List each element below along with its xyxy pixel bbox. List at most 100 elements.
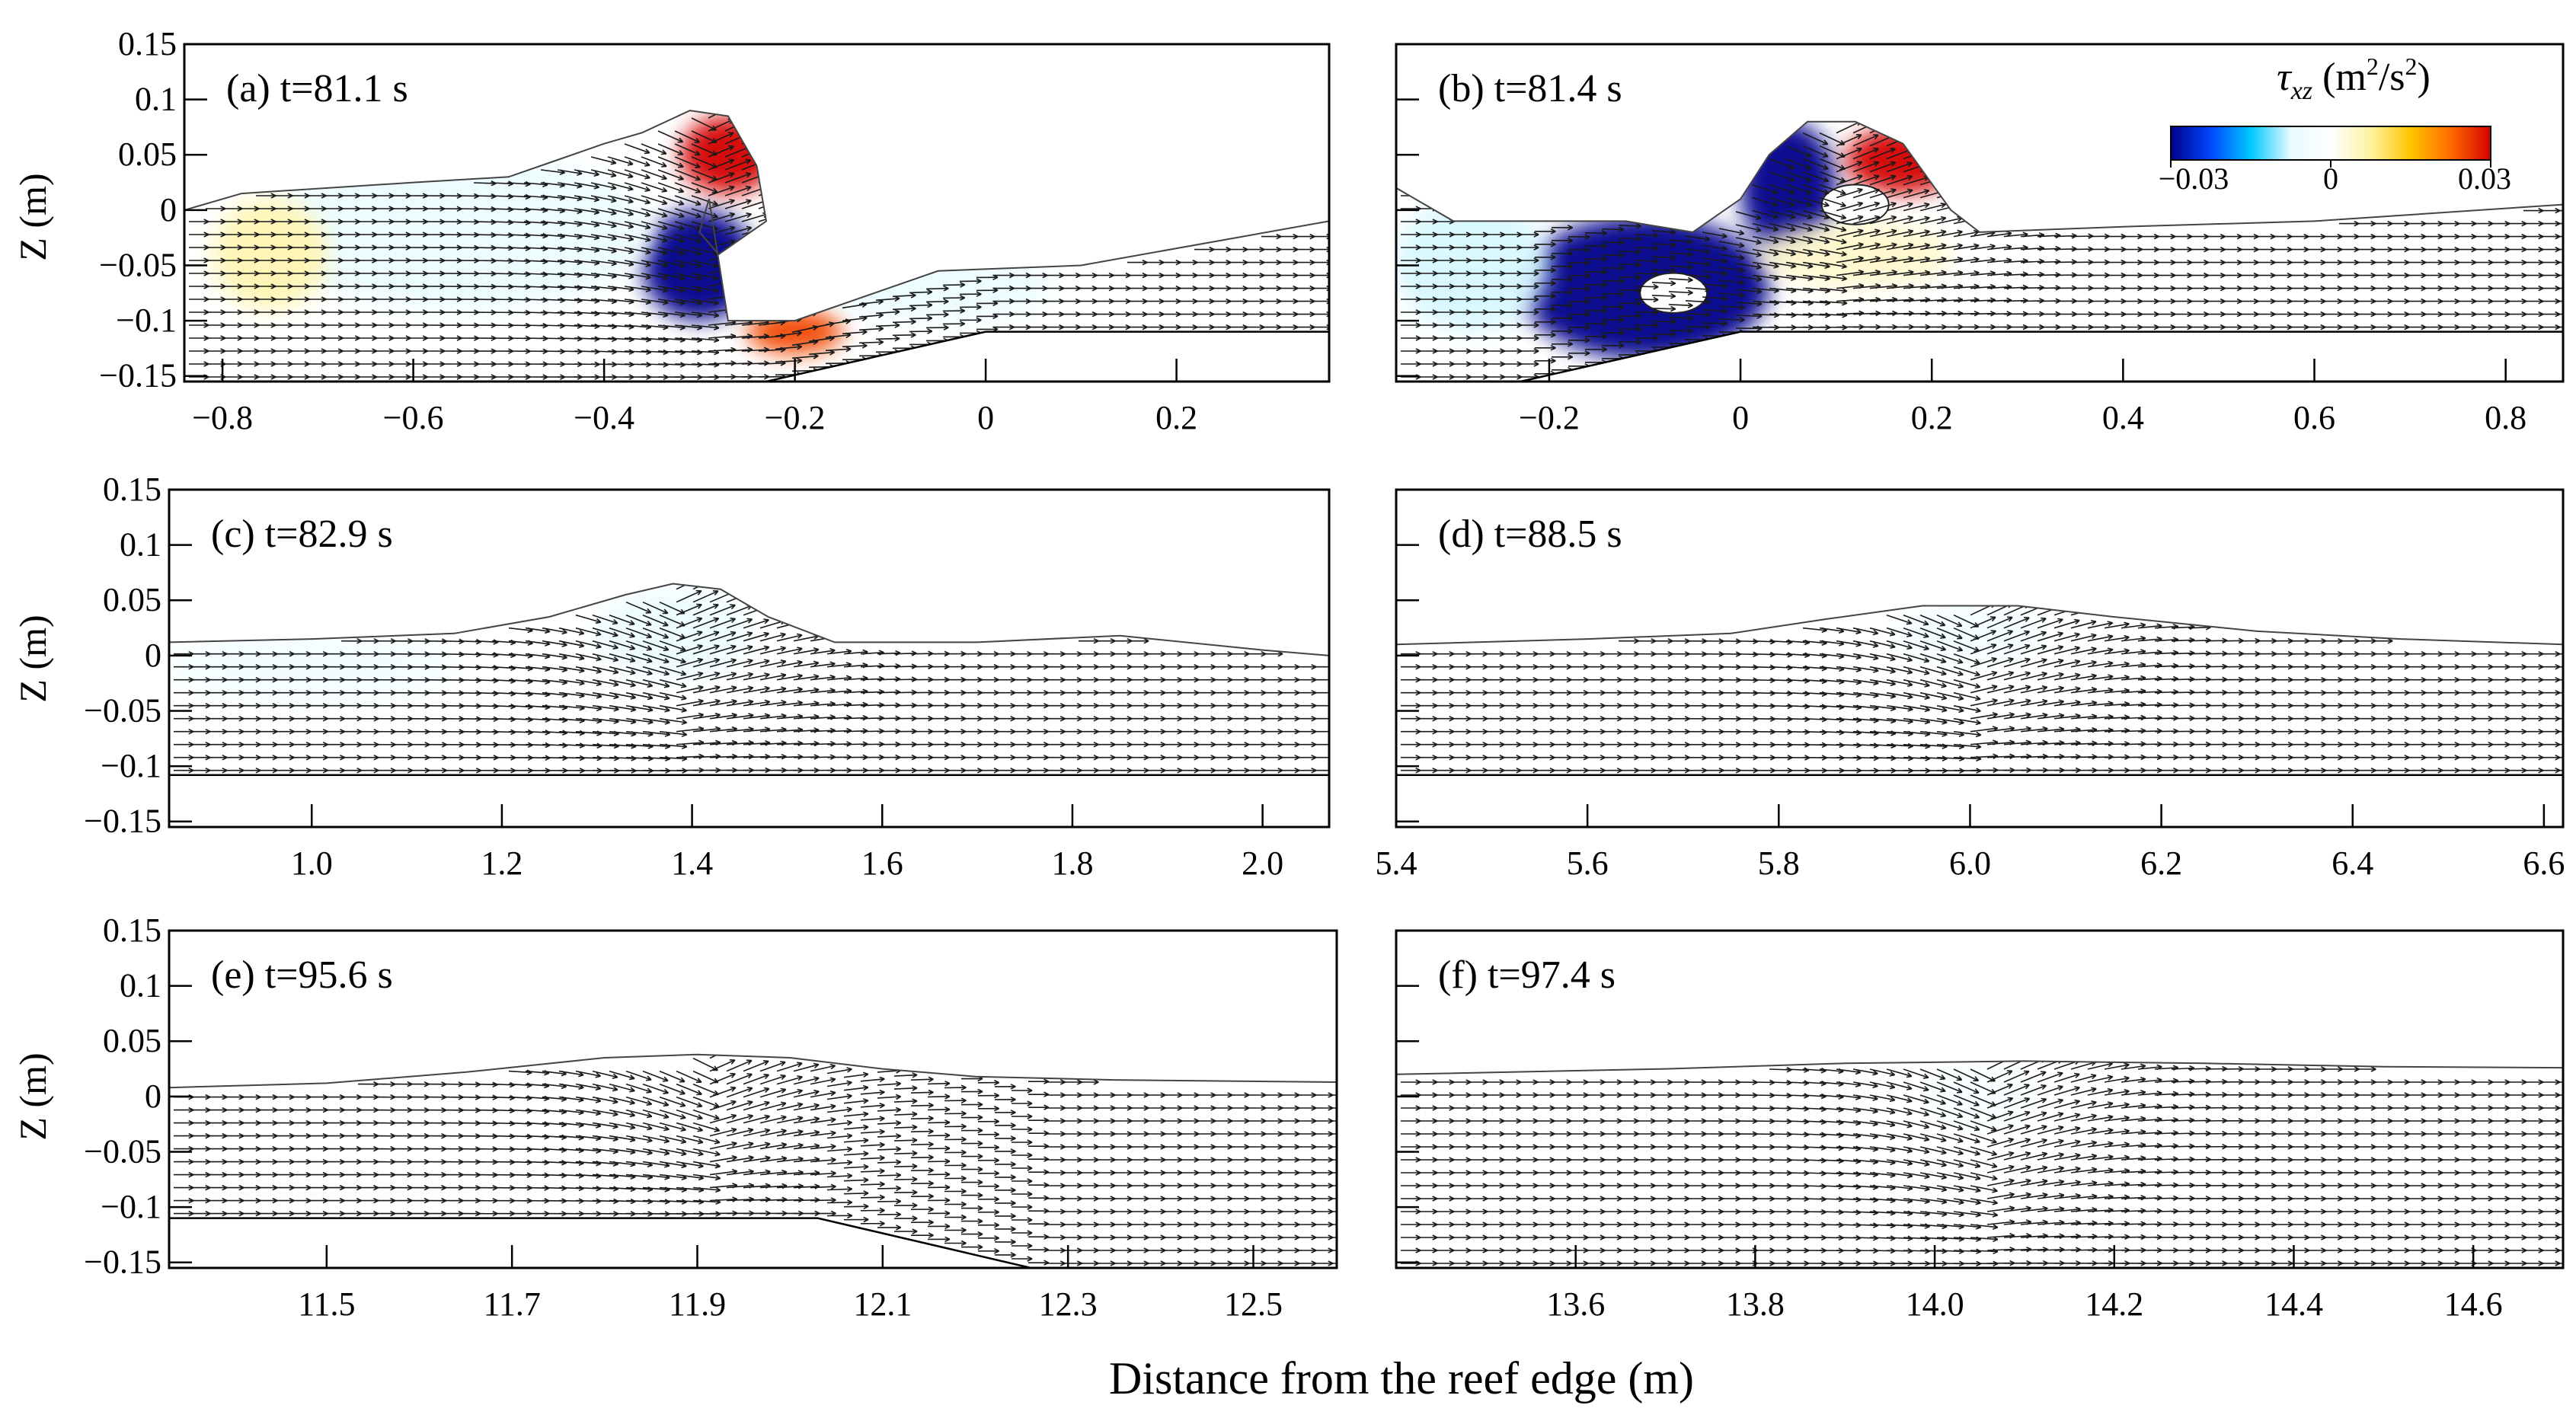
panel-f-frame [1395,929,2565,1269]
panel-f-free-surface [1396,1060,2563,1075]
panel-d-xtick-label-2: 5.8 [1758,845,1800,882]
panel-f-plot-area [1396,1060,2563,1268]
panel-e-ytick-label-1: 0.1 [120,967,161,1004]
panel-f-xtick-label-2: 14.0 [1906,1285,1964,1323]
panel-a-reef-bed [184,331,1329,382]
panel-b-velocity-field [1401,121,2563,380]
panel-c-xtick-label-4: 1.8 [1051,845,1093,882]
colorbar-units-suffix: ) [2418,56,2431,99]
panel-c-ytick-label-2: 0.05 [103,581,161,618]
panel-b-stress-region-3 [1396,199,1549,332]
panel-d-xtick-label-6: 6.6 [2523,845,2565,882]
panel-e-ytick-label-3: 0 [145,1078,161,1115]
panel-e-ytick-label-6: −0.15 [84,1244,161,1281]
panel-d-label: (d) t=88.5 s [1438,513,1622,556]
panel-d-free-surface [1396,605,2563,646]
panel-c-plot-area [169,583,1329,776]
panel-a-ytick-label-6: −0.15 [99,357,177,394]
panel-a-stress-region-3 [270,155,652,310]
panel-a-xtick-label-4: 0 [977,399,994,436]
panel-b-reef-bed [1396,331,2563,382]
ylabel-panel-a: Z (m) [11,173,54,260]
panel-e-plot-area [169,1053,1337,1268]
panel-c: 0.15 0.1 0.05 0 −0.05 −0.1 −0.15 1.0 1.2 1.4 1.6 1.… [84,471,1331,882]
panel-e-xtick-label-3: 12.1 [853,1285,912,1323]
panel-f: 13.6 13.8 14.0 14.2 14.4 14.6 (f) t=97.4 s [1395,929,2565,1323]
panel-b-xtick-label-1: 0 [1732,399,1749,436]
ylabel-panel-e: Z (m) [11,1052,54,1140]
panel-e-velocity-field [174,1054,1337,1266]
panel-a: 0.15 0.1 0.05 0 −0.05 −0.1 −0.15 −0.8 −0.6 −0.4 −0… [99,25,1331,436]
panel-a-plot-area [184,110,1329,382]
panel-d: 5.4 5.6 5.8 6.0 6.2 6.4 6.6 (d) t=88.5 s [1376,488,2565,882]
panel-d-xtick-label-5: 6.4 [2332,845,2373,882]
panels-group: 0.15 0.1 0.05 0 −0.05 −0.1 −0.15 −0.8 −0.6 −0.4 −0… [84,25,2565,1323]
panel-e-frame [168,929,1338,1269]
panel-c-ytick-label-0: 0.15 [103,471,161,508]
panel-f-xtick-label-1: 13.8 [1726,1285,1785,1323]
panel-e-xtick-label-2: 11.9 [669,1285,726,1323]
colorbar-units-exp2: 2 [2405,53,2418,80]
panel-b: −0.2 0 0.2 0.4 0.6 0.8 (b) t=81.4 s [1395,43,2565,436]
panel-c-frame [168,488,1331,829]
panel-a-xtick-label-2: −0.4 [574,399,634,436]
colorbar-tick-label-zero: 0 [2323,161,2338,196]
panel-c-xtick-label-1: 1.2 [481,845,523,882]
panel-d-xtick-label-4: 6.2 [2140,845,2182,882]
panel-e-ytick-label-2: 0.05 [103,1022,161,1059]
panel-a-free-surface [184,110,1329,322]
panel-e-ytick-label-4: −0.05 [84,1132,161,1170]
colorbar: τxz (m2/s2) −0.03 0 0.03 [2159,53,2511,196]
panel-a-ytick-label-4: −0.05 [99,246,177,283]
colorbar-subscript: xz [2290,77,2312,105]
panel-d-frame [1395,488,2565,829]
panel-b-stress-region-2 [1846,126,1961,194]
panel-a-ytick-label-0: 0.15 [118,25,177,62]
panel-d-water [1396,605,2563,775]
colorbar-tick-label-max: 0.03 [2458,161,2511,196]
panel-c-ytick-label-4: −0.05 [84,691,161,729]
panel-b-label: (b) t=81.4 s [1438,67,1622,110]
panel-f-water-fill [1396,1061,2563,1268]
panel-d-xtick-label-1: 5.6 [1567,845,1609,882]
panel-a-ytick-label-2: 0.05 [118,136,177,173]
panel-e: 0.15 0.1 0.05 0 −0.05 −0.1 −0.15 11.5 11.7 11.9 12… [84,912,1338,1323]
colorbar-units-prefix: (m [2312,56,2367,99]
panel-b-xtick-label-5: 0.8 [2485,399,2526,436]
panel-f-velocity-field [1401,1061,2563,1267]
colorbar-title: τxz (m2/s2) [2277,53,2431,105]
panel-e-xtick-label-0: 11.5 [298,1285,355,1323]
panel-b-xtick-label-4: 0.6 [2293,399,2335,436]
panel-a-label: (a) t=81.1 s [226,67,408,110]
panel-a-ytick-label-1: 0.1 [135,81,177,118]
panel-e-label: (e) t=95.6 s [211,953,393,997]
colorbar-units-exp: 2 [2367,53,2379,80]
panel-c-ytick-label-1: 0.1 [120,526,161,564]
panel-a-frame [183,43,1331,383]
panel-f-xtick-label-3: 14.2 [2085,1285,2143,1323]
panel-e-water [169,1054,1337,1268]
panel-c-label: (c) t=82.9 s [211,513,393,556]
panel-a-water [184,110,1329,382]
panel-f-label: (f) t=97.4 s [1438,953,1616,997]
panel-c-ytick-label-6: −0.15 [84,803,161,840]
panel-c-water-fill [169,583,1329,775]
panel-b-frame [1395,43,2565,383]
panel-f-water [1396,1061,2563,1268]
panel-a-stress-region-5 [213,199,328,310]
panel-e-ytick-label-0: 0.15 [103,912,161,949]
panel-a-ytick-label-5: −0.1 [116,302,177,339]
panel-c-xtick-label-5: 2.0 [1242,845,1283,882]
panel-f-xtick-label-4: 14.4 [2264,1285,2323,1323]
panel-c-xtick-label-0: 1.0 [291,845,333,882]
colorbar-units-mid: /s [2379,56,2405,99]
panel-c-ytick-label-3: 0 [145,637,161,674]
panel-e-ytick-label-5: −0.1 [101,1188,161,1225]
panel-c-xtick-label-2: 1.4 [671,845,713,882]
panel-f-xtick-label-5: 14.6 [2444,1285,2503,1323]
panel-d-xtick-label-3: 6.0 [1949,845,1991,882]
panel-c-water [169,583,1329,775]
panel-b-xtick-label-0: −0.2 [1519,399,1580,436]
panel-e-reef-bed [169,1217,1337,1268]
